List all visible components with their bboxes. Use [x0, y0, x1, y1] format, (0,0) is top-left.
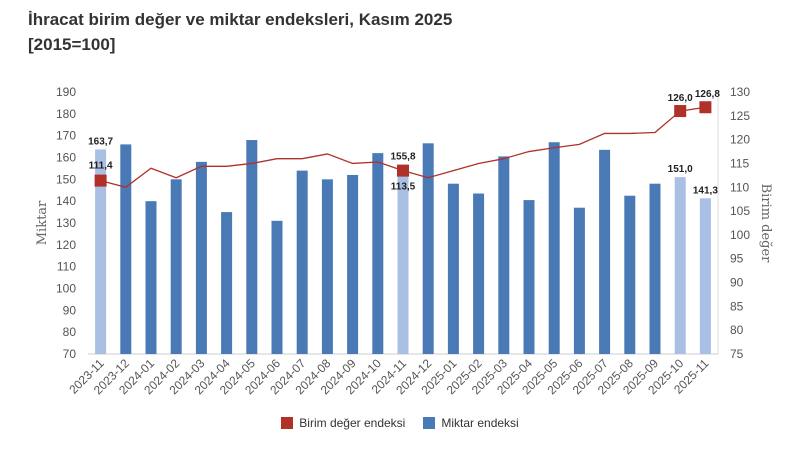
legend-item-miktar: Miktar endeksi [423, 416, 519, 430]
bar-2024-04 [221, 212, 233, 354]
y-right-tick-label: 80 [730, 323, 744, 337]
y-right-tick-label: 85 [730, 299, 744, 313]
line-data-label: 126,0 [668, 93, 693, 104]
bar-2024-02 [170, 179, 182, 354]
y-right-tick-label: 100 [730, 228, 750, 242]
bar-data-label: 163,7 [88, 136, 113, 147]
y-left-tick-label: 130 [56, 216, 76, 230]
y-left-tick-label: 170 [56, 129, 76, 143]
legend-swatch-miktar [423, 417, 436, 429]
bar-2025-02 [473, 193, 485, 354]
line-marker-2025-10 [674, 105, 687, 118]
line-marker-2025-11 [699, 101, 712, 114]
legend: Birim değer endeksi Miktar endeksi [0, 416, 800, 430]
bar-2024-08 [321, 179, 333, 354]
y-right-tick-label: 95 [730, 252, 744, 266]
y-right-axis-title: Birim değer [758, 184, 773, 264]
bar-2023-12 [120, 144, 132, 354]
y-left-axis-title: Miktar [35, 200, 50, 245]
y-right-tick-label: 75 [730, 347, 744, 361]
bar-2024-07 [296, 170, 308, 354]
line-marker-2023-11 [94, 174, 107, 187]
bar-2025-01 [447, 183, 459, 354]
bar-2025-11 [699, 198, 711, 354]
line-marker-2024-11 [397, 164, 409, 177]
bar-2024-06 [271, 220, 283, 354]
bar-2024-05 [246, 140, 258, 354]
y-right-tick-label: 130 [730, 85, 750, 99]
y-left-tick-label: 110 [57, 260, 76, 274]
line-data-label: 113,5 [391, 182, 416, 193]
bar-data-label: 151,0 [668, 164, 693, 175]
y-right-tick-label: 110 [730, 180, 749, 194]
bar-2024-12 [422, 143, 434, 354]
y-left-tick-label: 180 [56, 107, 76, 121]
y-right-tick-label: 120 [730, 133, 750, 147]
y-left-tick-label: 150 [56, 172, 76, 186]
bar-2024-01 [145, 201, 157, 354]
bar-2025-05 [548, 142, 560, 354]
bar-2024-03 [195, 161, 207, 354]
legend-label-birim: Birim değer endeksi [299, 416, 406, 430]
bar-2024-09 [347, 174, 359, 354]
legend-item-birim: Birim değer endeksi [281, 416, 405, 430]
bar-2023-11 [95, 149, 107, 354]
y-left-tick-label: 90 [63, 303, 77, 317]
y-left-tick-label: 120 [56, 238, 76, 252]
bar-2025-06 [573, 207, 585, 354]
y-right-tick-label: 90 [730, 276, 744, 290]
y-right-tick-label: 125 [730, 109, 750, 123]
y-left-tick-label: 160 [56, 151, 76, 165]
bar-2024-10 [372, 153, 384, 354]
y-left-tick-label: 190 [56, 85, 76, 99]
chart-subtitle: [2015=100] [28, 35, 116, 54]
bar-2025-08 [624, 195, 636, 354]
y-left-tick-label: 140 [56, 194, 76, 208]
bar-2025-09 [649, 183, 661, 354]
legend-swatch-birim [281, 417, 294, 429]
bar-2025-04 [523, 200, 535, 354]
bar-2024-11 [397, 166, 409, 354]
y-left-tick-label: 80 [63, 325, 77, 339]
y-right-tick-label: 105 [730, 204, 750, 218]
bar-2025-03 [498, 156, 510, 354]
line-data-label: 126,8 [695, 89, 720, 100]
legend-label-miktar: Miktar endeksi [441, 416, 519, 430]
bar-data-label: 155,8 [390, 152, 415, 163]
bar-data-label: 141,3 [693, 185, 718, 196]
line-data-label: 111,4 [89, 161, 113, 172]
chart-title: İhracat birim değer ve miktar endeksleri… [28, 10, 453, 29]
bar-2025-07 [599, 149, 611, 354]
y-right-tick-label: 115 [730, 156, 749, 170]
y-left-tick-label: 100 [56, 282, 76, 296]
y-left-tick-label: 70 [63, 347, 77, 361]
bar-2025-10 [674, 177, 686, 354]
